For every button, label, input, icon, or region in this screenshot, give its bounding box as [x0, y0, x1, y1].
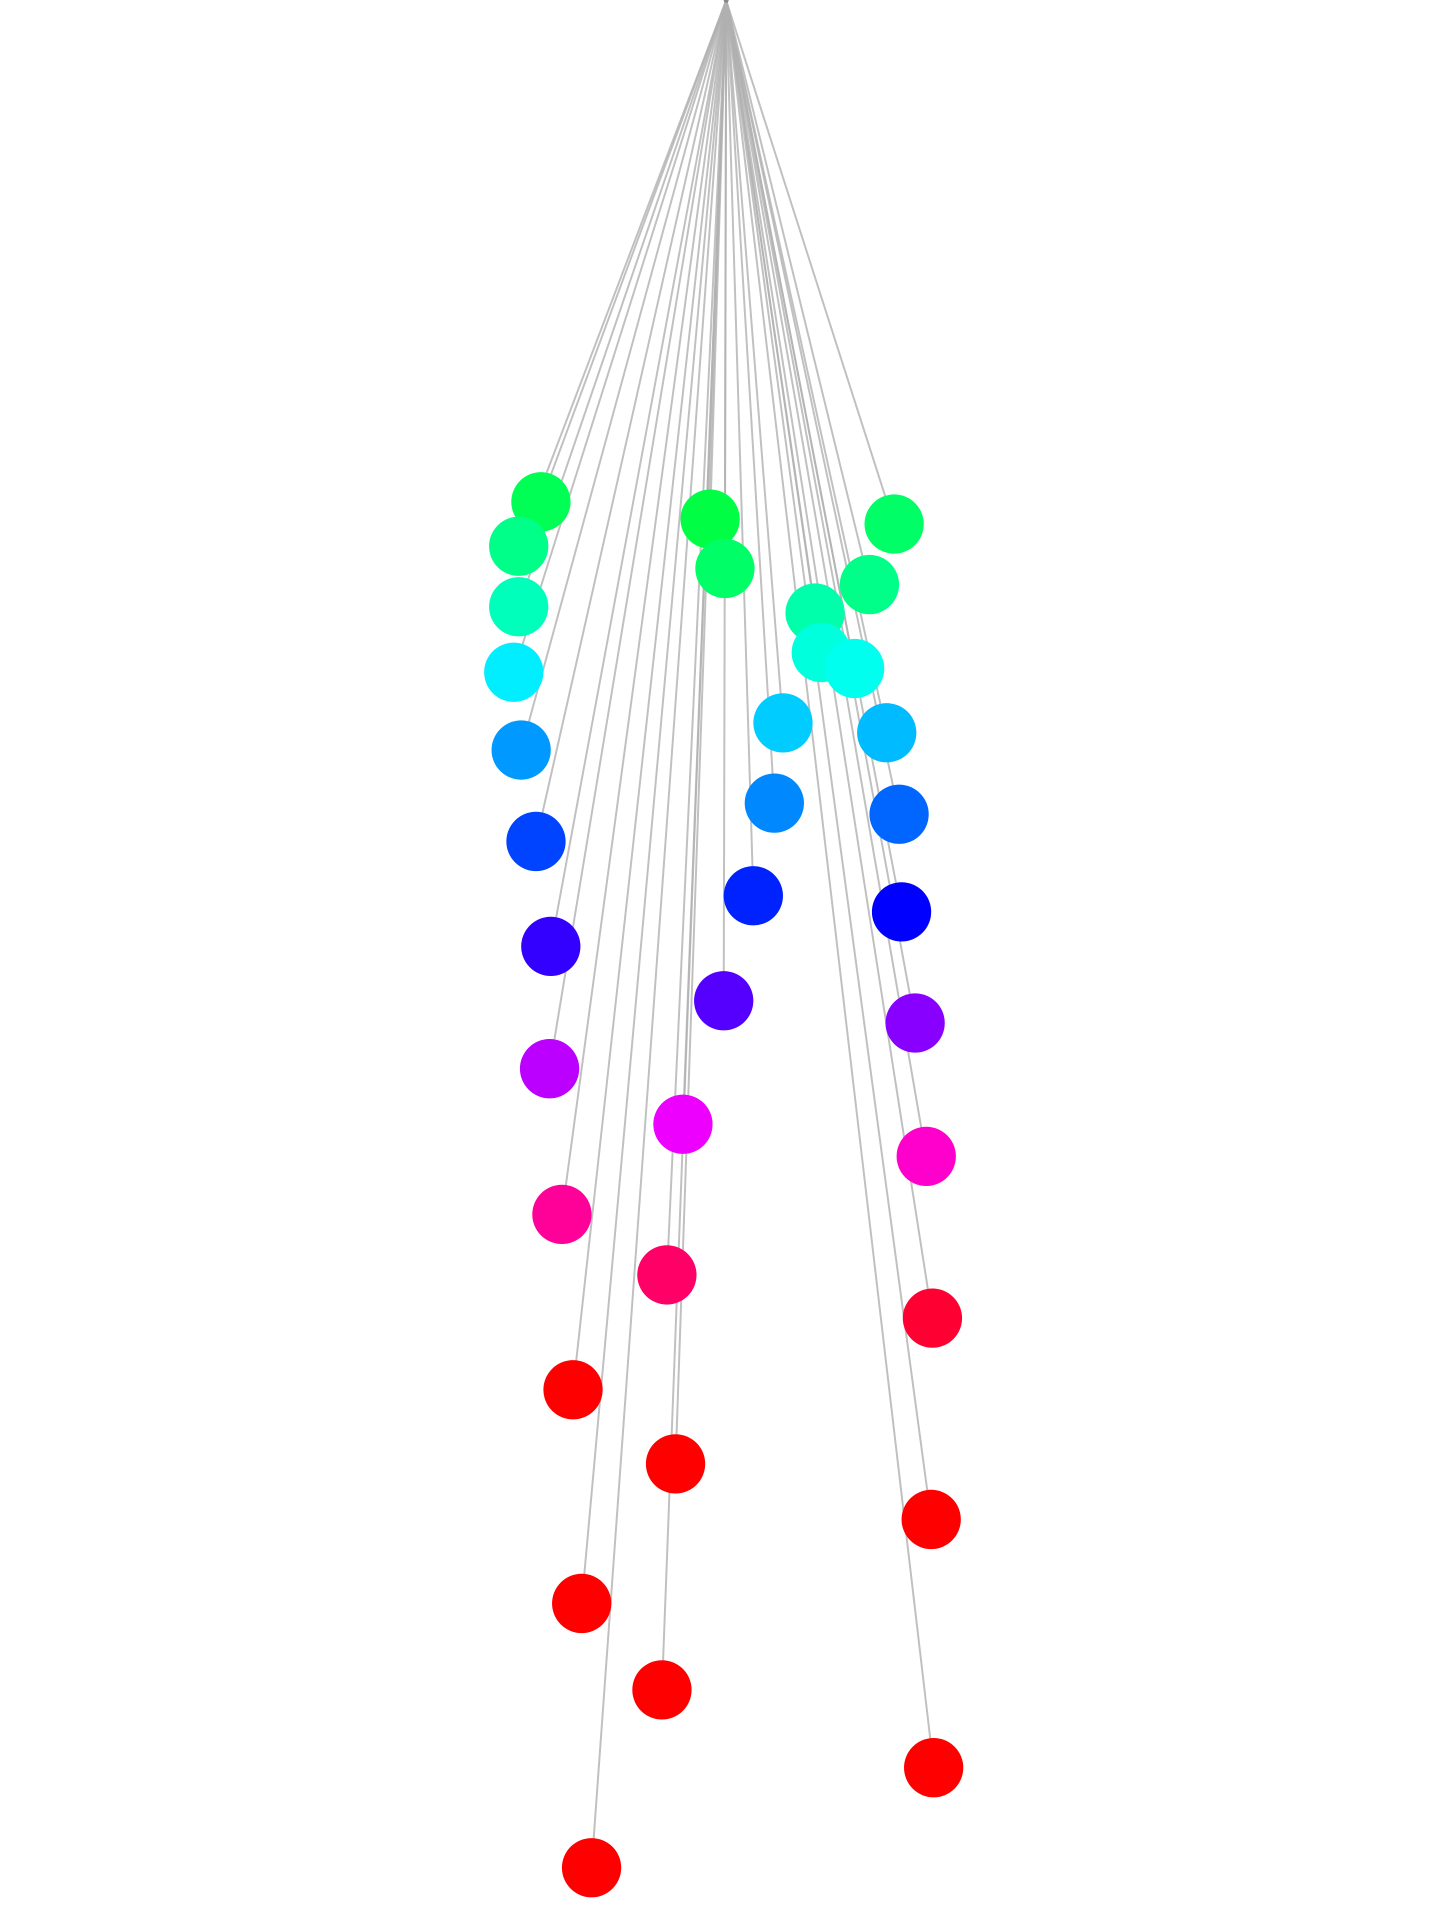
- node: [744, 773, 804, 833]
- node: [904, 1738, 964, 1798]
- node: [723, 866, 783, 926]
- edges: [512, 0, 935, 1868]
- node: [680, 489, 740, 549]
- node: [902, 1288, 963, 1348]
- node: [824, 638, 885, 699]
- node: [871, 882, 932, 942]
- edge: [725, 0, 933, 1520]
- node: [653, 1094, 713, 1154]
- edge: [580, 0, 728, 1604]
- node: [489, 577, 549, 637]
- node: [521, 916, 581, 977]
- node: [857, 703, 917, 763]
- edge: [725, 0, 823, 653]
- node: [552, 1573, 612, 1634]
- node: [632, 1660, 692, 1720]
- node: [694, 971, 754, 1031]
- edge: [520, 0, 728, 751]
- node: [489, 516, 549, 576]
- node: [561, 1838, 622, 1898]
- node: [695, 538, 755, 599]
- root-node: [723, 0, 729, 3]
- node: [864, 494, 924, 554]
- edge: [665, 0, 728, 1275]
- edge: [725, 0, 903, 913]
- node: [901, 1489, 961, 1550]
- edge: [725, 0, 935, 1768]
- edge: [590, 0, 728, 1868]
- edge: [512, 0, 728, 673]
- node: [645, 1434, 706, 1494]
- edge: [725, 0, 896, 525]
- node: [532, 1184, 592, 1245]
- edge: [725, 0, 784, 723]
- edge: [660, 0, 728, 1690]
- node: [896, 1126, 956, 1187]
- edge: [725, 0, 928, 1157]
- edge: [517, 0, 728, 547]
- node: [484, 642, 544, 702]
- edge: [725, 0, 871, 585]
- edge: [572, 0, 728, 1390]
- node: [543, 1360, 603, 1420]
- node: [753, 693, 813, 753]
- node: [506, 811, 566, 872]
- edge: [535, 0, 728, 842]
- edge: [725, 0, 917, 1024]
- edge: [560, 0, 728, 1215]
- node: [885, 993, 945, 1053]
- node: [637, 1245, 697, 1305]
- node: [491, 720, 551, 780]
- edge: [725, 0, 901, 815]
- edge: [548, 0, 728, 1069]
- node: [839, 554, 900, 615]
- edge: [725, 0, 776, 804]
- edge: [725, 0, 755, 896]
- nodes: [484, 472, 964, 1898]
- node: [519, 1039, 580, 1099]
- edge: [549, 0, 728, 947]
- node: [511, 472, 571, 532]
- node: [869, 784, 929, 844]
